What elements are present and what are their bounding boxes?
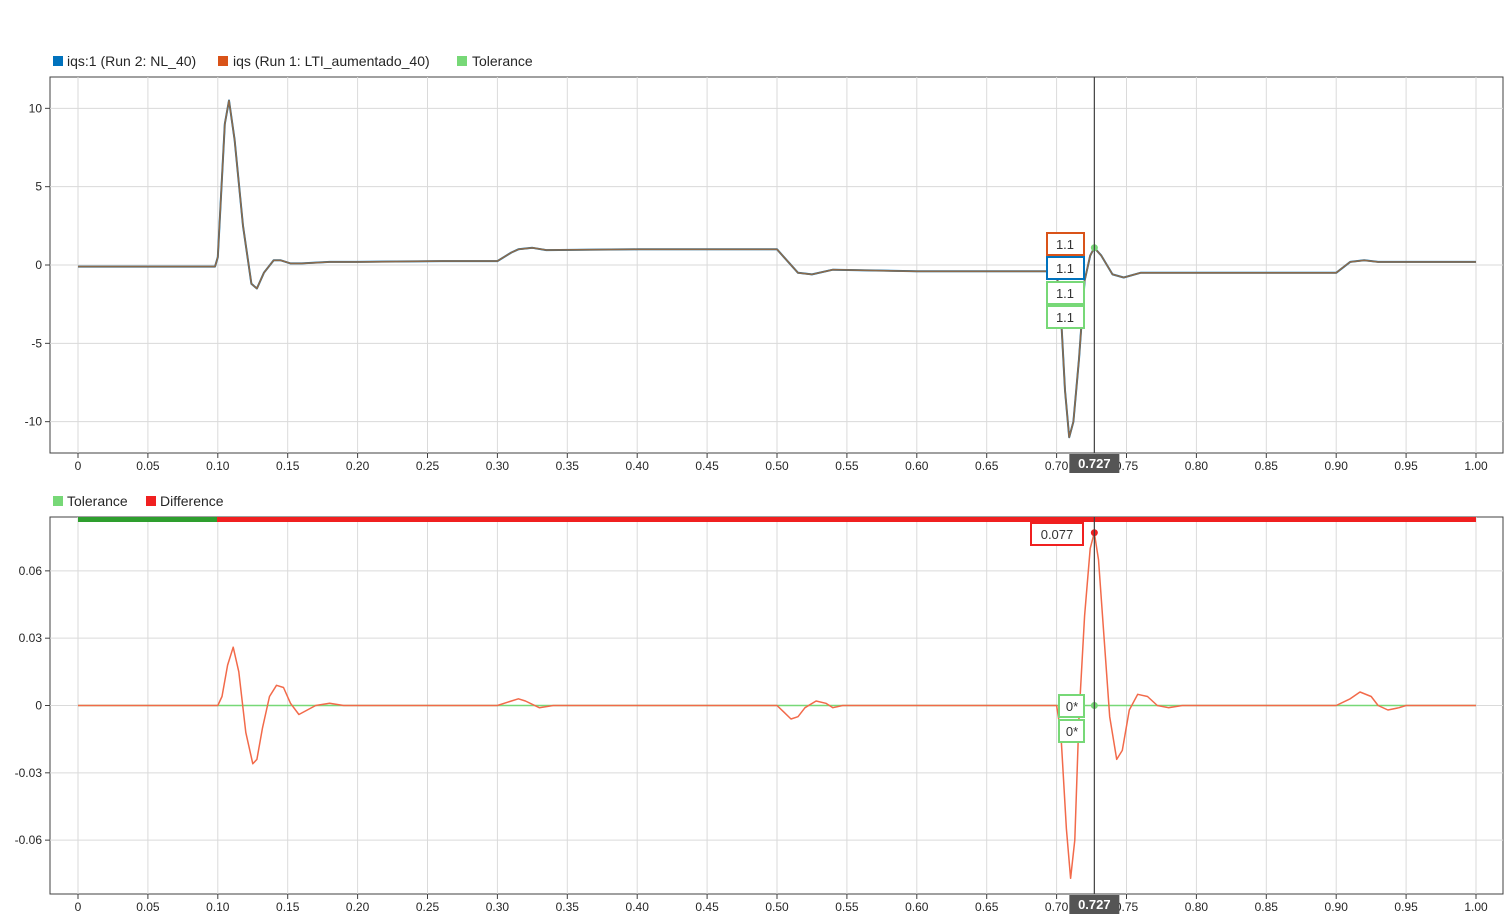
- difference-x-tick-label: 0.80: [1185, 900, 1209, 914]
- difference-legend: Tolerance Difference: [53, 493, 224, 509]
- legend-label-difference[interactable]: Difference: [160, 493, 224, 509]
- signals-chart: 0 0.05 0.10 0.15 0.20 0.25 0.30 0.35 0.40 0.45 0.5…: [25, 53, 1504, 473]
- difference-data-tips: 0.077 0* 0*: [1030, 522, 1085, 743]
- data-tip-run2-box[interactable]: [1046, 256, 1085, 280]
- difference-x-ticks: 0 0.05 0.10 0.15 0.20 0.25 0.30 0.35 0.40 0.45 0.5…: [75, 894, 1488, 914]
- signals-x-tick-label: 0.10: [206, 459, 230, 473]
- difference-y-tick-label: -0.06: [15, 833, 43, 847]
- signals-x-tick-label: 0.90: [1325, 459, 1349, 473]
- difference-x-tick-label: 0.20: [346, 900, 370, 914]
- difference-x-tick-label: 0.95: [1394, 900, 1418, 914]
- signals-x-tick-label: 0.50: [765, 459, 789, 473]
- legend-swatch-difference[interactable]: [146, 496, 156, 506]
- difference-y-tick-label: -0.03: [15, 766, 43, 780]
- signals-y-tick-label: 5: [35, 180, 42, 194]
- legend-label-tolerance[interactable]: Tolerance: [472, 53, 533, 69]
- legend-swatch-run1[interactable]: [218, 56, 228, 66]
- signals-y-tick-label: 10: [29, 101, 43, 115]
- legend-label-run1[interactable]: iqs (Run 1: LTI_aumentado_40): [233, 53, 430, 69]
- data-tip-tolerance-lower-box[interactable]: [1046, 305, 1085, 329]
- data-tip-tol-upper-value: 0*: [1066, 699, 1078, 714]
- legend-label-tolerance-2[interactable]: Tolerance: [67, 493, 128, 509]
- signals-x-tick-label: 0.05: [136, 459, 160, 473]
- difference-x-tick-label: 0.85: [1255, 900, 1279, 914]
- difference-x-tick-label: 0.50: [765, 900, 789, 914]
- difference-x-tick-label: 0.40: [626, 900, 650, 914]
- data-tip-tol-lower-value: 0*: [1066, 724, 1078, 739]
- signals-x-tick-label: 0.15: [276, 459, 300, 473]
- data-tip-tolerance-upper-box[interactable]: [1046, 281, 1085, 305]
- signals-x-ticks: 0 0.05 0.10 0.15 0.20 0.25 0.30 0.35 0.40 0.45 0.5…: [75, 453, 1488, 473]
- signals-x-tick-label: 0.40: [626, 459, 650, 473]
- difference-x-tick-label: 0.15: [276, 900, 300, 914]
- signals-x-tick-label: 0.75: [1115, 459, 1139, 473]
- difference-x-tick-label: 0.25: [416, 900, 440, 914]
- signals-x-tick-label: 0.85: [1255, 459, 1279, 473]
- data-tip-run2-value: 1.1: [1056, 261, 1074, 276]
- difference-x-tick-label: 0.55: [835, 900, 859, 914]
- cursor-value-label: 0.727: [1078, 456, 1111, 471]
- data-tip-tolerance-lower-value: 1.1: [1056, 310, 1074, 325]
- signals-x-tick-label: 0.35: [556, 459, 580, 473]
- cursor-value-label: 0.727: [1078, 897, 1111, 912]
- difference-y-tick-label: 0: [35, 699, 42, 713]
- data-tip-run1-box[interactable]: [1046, 232, 1085, 256]
- signals-series-iqs-run-1-lti-aumentado-40[interactable]: [78, 99, 1476, 439]
- legend-label-run2[interactable]: iqs:1 (Run 2: NL_40): [67, 53, 196, 69]
- difference-x-tick-label: 0.90: [1325, 900, 1349, 914]
- signals-x-tick-label: 0.20: [346, 459, 370, 473]
- signals-data-tips: 1.1 1.1 1.1 1.1: [1046, 232, 1085, 329]
- legend-swatch-run2[interactable]: [53, 56, 63, 66]
- difference-series-difference[interactable]: [78, 531, 1476, 880]
- data-tip-tolerance-upper-value: 1.1: [1056, 286, 1074, 301]
- data-tip-tol-lower-box[interactable]: [1058, 719, 1085, 743]
- signals-x-tick-label: 0.80: [1185, 459, 1209, 473]
- difference-chart: 0 0.05 0.10 0.15 0.20 0.25 0.30 0.35 0.40 0.45 0.5…: [15, 493, 1504, 914]
- status-bar-fail: [217, 517, 1476, 522]
- signals-y-tick-label: 0: [35, 258, 42, 272]
- data-tip-run1-value: 1.1: [1056, 237, 1074, 252]
- signals-x-tick-label: 0.70: [1045, 459, 1069, 473]
- difference-x-tick-label: 1.00: [1464, 900, 1488, 914]
- signals-x-tick-label: 0.95: [1394, 459, 1418, 473]
- legend-swatch-tolerance[interactable]: [457, 56, 467, 66]
- difference-x-tick-label: 0.75: [1115, 900, 1139, 914]
- data-tip-difference-value: 0.077: [1041, 527, 1074, 542]
- signals-y-tick-label: -10: [25, 415, 43, 429]
- difference-x-tick-label: 0.30: [486, 900, 510, 914]
- difference-y-tick-label: 0.06: [19, 564, 43, 578]
- status-bar-pass: [78, 517, 217, 522]
- difference-x-tick-label: 0.05: [136, 900, 160, 914]
- data-tip-tol-upper-box[interactable]: [1058, 694, 1085, 718]
- signals-x-tick-label: 0.25: [416, 459, 440, 473]
- signals-x-tick-label: 0.65: [975, 459, 999, 473]
- signals-x-tick-label: 0.60: [905, 459, 929, 473]
- difference-x-tick-label: 0.70: [1045, 900, 1069, 914]
- difference-x-tick-label: 0.10: [206, 900, 230, 914]
- signals-y-ticks: 10 5 0 -5 -10: [25, 101, 50, 429]
- signals-grid: [50, 77, 1503, 453]
- signals-x-tick-label: 1.00: [1464, 459, 1488, 473]
- signals-x-tick-label: 0.45: [695, 459, 719, 473]
- difference-x-tick-label: 0.45: [695, 900, 719, 914]
- signals-x-tick-label: 0: [75, 459, 82, 473]
- cursor-value-box[interactable]: [1069, 454, 1120, 473]
- difference-x-tick-label: 0.60: [905, 900, 929, 914]
- signals-x-tick-label: 0.30: [486, 459, 510, 473]
- signals-y-tick-label: -5: [31, 336, 42, 350]
- data-tip-difference-box[interactable]: [1030, 522, 1084, 546]
- difference-x-tick-label: 0: [75, 900, 82, 914]
- data-cursor[interactable]: 0.727 0.727: [1069, 77, 1120, 914]
- cursor-value-box[interactable]: [1069, 895, 1120, 914]
- difference-x-tick-label: 0.65: [975, 900, 999, 914]
- difference-status-bar: [78, 517, 1476, 522]
- signals-legend: iqs:1 (Run 2: NL_40) iqs (Run 1: LTI_aum…: [53, 53, 533, 69]
- legend-swatch-tolerance-2[interactable]: [53, 496, 63, 506]
- difference-x-tick-label: 0.35: [556, 900, 580, 914]
- difference-y-ticks: 0.06 0.03 0 -0.03 -0.06: [15, 564, 50, 847]
- difference-y-tick-label: 0.03: [19, 631, 43, 645]
- signals-x-tick-label: 0.55: [835, 459, 859, 473]
